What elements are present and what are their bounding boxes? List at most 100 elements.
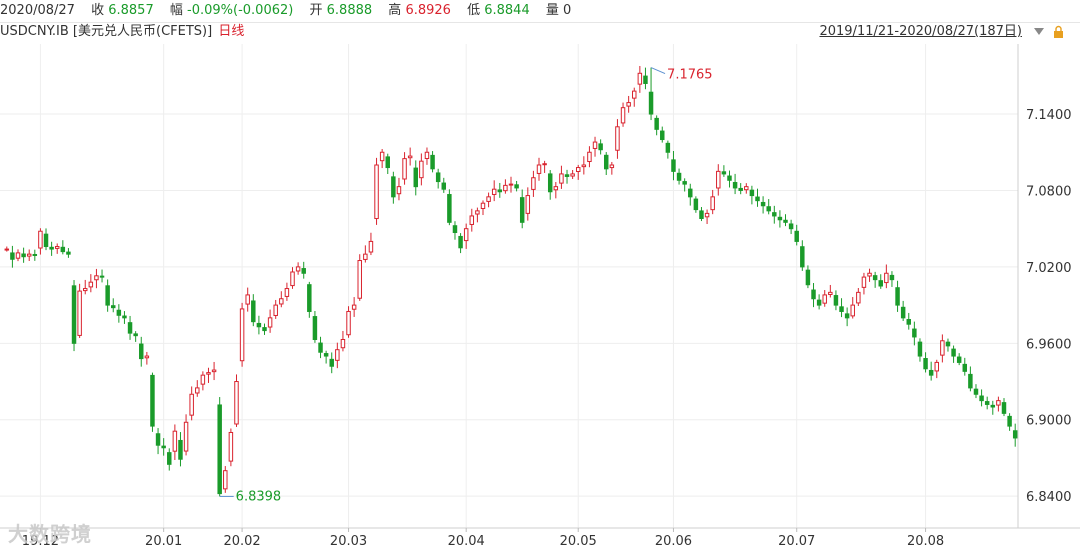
candle-body bbox=[49, 246, 54, 250]
candle-body bbox=[934, 361, 940, 372]
candle bbox=[385, 153, 390, 174]
candle bbox=[912, 321, 917, 346]
candle bbox=[105, 279, 110, 312]
candle bbox=[867, 268, 872, 282]
candle-body bbox=[990, 404, 996, 408]
candle bbox=[525, 187, 531, 221]
candle bbox=[424, 147, 430, 165]
candle bbox=[251, 294, 256, 327]
candle bbox=[279, 291, 284, 308]
candle bbox=[161, 438, 166, 456]
candle bbox=[82, 279, 88, 295]
x-axis: 19.12 20.01 20.02 20.03 20.04 20.05 20.06 20.07… bbox=[0, 527, 1080, 549]
candle-body bbox=[167, 452, 172, 465]
candle bbox=[122, 311, 127, 324]
candle-body bbox=[884, 272, 889, 284]
candle bbox=[822, 290, 827, 307]
candle-body bbox=[1012, 430, 1018, 439]
candle bbox=[710, 189, 715, 215]
candle bbox=[783, 214, 788, 227]
candle bbox=[844, 307, 850, 327]
high-value: 6.8926 bbox=[405, 3, 451, 18]
candle-body bbox=[447, 194, 452, 223]
candle-body bbox=[10, 252, 15, 260]
candle-body bbox=[766, 206, 771, 212]
candle-body bbox=[822, 294, 827, 304]
candle bbox=[26, 249, 32, 262]
lock-icon[interactable] bbox=[1054, 25, 1063, 39]
candle-body bbox=[223, 470, 228, 490]
y-axis: 7.1400 7.0800 7.0200 6.9600 6.9000 6.8400 bbox=[1017, 44, 1072, 528]
candle-body bbox=[699, 210, 704, 219]
candle bbox=[839, 298, 844, 318]
candle bbox=[934, 359, 940, 379]
candle bbox=[413, 160, 418, 196]
candle bbox=[183, 414, 189, 456]
candle bbox=[32, 249, 38, 261]
candle bbox=[435, 168, 441, 189]
volume-value: 0 bbox=[563, 3, 572, 18]
candle-body bbox=[570, 173, 575, 177]
candle bbox=[245, 287, 250, 312]
candle-body bbox=[772, 212, 777, 217]
candle bbox=[363, 245, 368, 263]
candle-body bbox=[928, 369, 934, 376]
candle bbox=[850, 297, 855, 319]
candle-body bbox=[4, 248, 10, 251]
candle-body bbox=[452, 225, 458, 234]
candle-body bbox=[480, 202, 486, 210]
candle bbox=[88, 274, 94, 293]
candle-body bbox=[307, 284, 312, 312]
candle bbox=[167, 448, 172, 471]
date-range[interactable]: 2019/11/21-2020/08/27(187日) bbox=[819, 24, 1022, 39]
candle-body bbox=[195, 387, 200, 394]
candle-body bbox=[54, 246, 60, 249]
candle-body bbox=[357, 260, 362, 299]
candle bbox=[744, 183, 749, 194]
candle bbox=[749, 185, 755, 205]
candle bbox=[43, 228, 49, 251]
instrument-bar: USDCNY.IB [美元兑人民币(CFETS)] 日线 2019/11/21-… bbox=[0, 22, 1080, 42]
candle-body bbox=[43, 233, 49, 248]
candle-body bbox=[88, 281, 94, 288]
candle-body bbox=[604, 154, 609, 170]
candle-body bbox=[811, 289, 816, 300]
candle-body bbox=[581, 164, 587, 168]
candle bbox=[906, 312, 911, 330]
candle bbox=[1007, 413, 1012, 431]
candle bbox=[872, 271, 878, 288]
candle-body bbox=[469, 215, 475, 225]
candle bbox=[508, 176, 514, 193]
candle-body bbox=[497, 189, 503, 193]
candle bbox=[312, 310, 318, 343]
candle-body bbox=[424, 151, 430, 160]
candle-body bbox=[564, 174, 570, 177]
candle bbox=[71, 280, 77, 352]
candle bbox=[900, 300, 906, 321]
x-tick-label: 20.01 bbox=[145, 534, 182, 549]
candle-body bbox=[346, 310, 351, 336]
candle-body bbox=[676, 172, 682, 181]
candle bbox=[419, 153, 424, 186]
candle-body bbox=[721, 171, 727, 175]
candle-body bbox=[200, 374, 206, 385]
x-tick-label: 20.08 bbox=[907, 534, 944, 549]
candle bbox=[329, 352, 334, 374]
candle-body bbox=[783, 219, 788, 223]
candle-body bbox=[391, 176, 396, 198]
candle bbox=[514, 180, 519, 192]
candle-body bbox=[828, 291, 833, 295]
candle bbox=[856, 288, 861, 307]
candle-body bbox=[906, 319, 911, 325]
y-tick-label: 6.9000 bbox=[1026, 414, 1072, 429]
candle-body bbox=[626, 102, 631, 107]
candle-body bbox=[374, 164, 379, 220]
candle-body bbox=[82, 288, 88, 292]
candle-body bbox=[716, 170, 721, 189]
candle bbox=[402, 152, 407, 185]
candle-body bbox=[833, 295, 839, 306]
candle bbox=[211, 361, 217, 381]
candle-body bbox=[262, 327, 267, 332]
range-dropdown-arrow-icon[interactable] bbox=[1034, 28, 1044, 35]
y-tick-label: 6.8400 bbox=[1026, 490, 1072, 505]
